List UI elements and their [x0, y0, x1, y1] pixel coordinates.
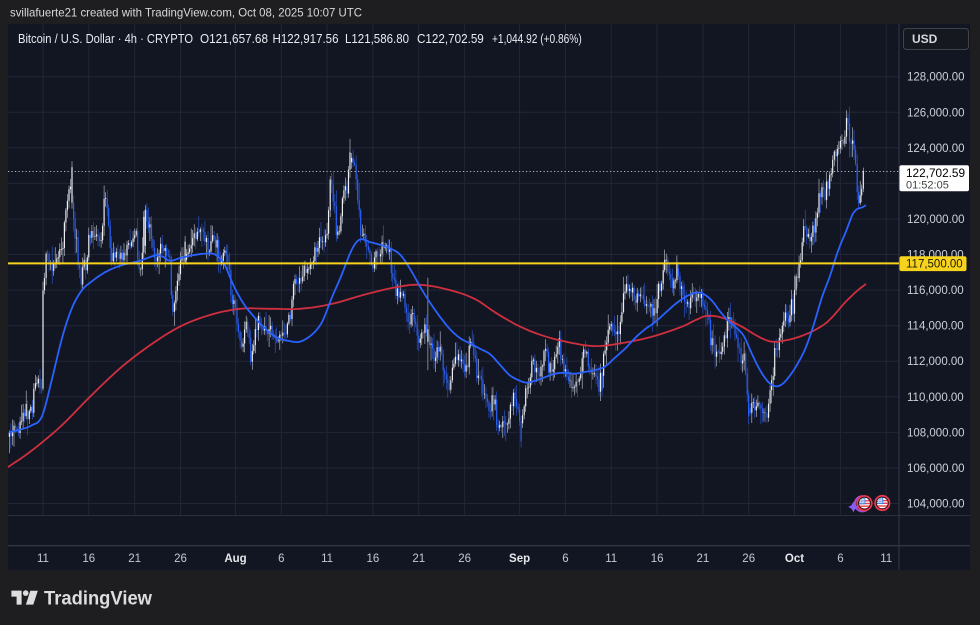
svg-text:122,702.59: 122,702.59	[906, 166, 965, 180]
svg-text:O121,657.68: O121,657.68	[200, 32, 268, 46]
svg-text:11: 11	[605, 553, 617, 565]
svg-text:16: 16	[82, 553, 95, 565]
svg-text:USD: USD	[912, 32, 938, 46]
svg-text:H122,917.56: H122,917.56	[273, 32, 339, 46]
svg-text:126,000.00: 126,000.00	[907, 107, 965, 119]
svg-text:11: 11	[880, 553, 892, 565]
svg-text:L121,586.80: L121,586.80	[345, 32, 409, 46]
svg-text:21: 21	[697, 553, 710, 565]
svg-text:128,000.00: 128,000.00	[907, 72, 965, 84]
svg-text:Aug: Aug	[224, 553, 246, 565]
svg-text:C122,702.59: C122,702.59	[417, 32, 484, 46]
svg-text:01:52:05: 01:52:05	[906, 180, 949, 192]
svg-text:110,000.00: 110,000.00	[907, 392, 964, 404]
svg-text:16: 16	[651, 553, 664, 565]
svg-text:16: 16	[367, 553, 380, 565]
svg-text:112,000.00: 112,000.00	[907, 356, 964, 368]
svg-text:+1,044.92 (+0.86%): +1,044.92 (+0.86%)	[492, 32, 582, 46]
svg-text:Oct: Oct	[785, 553, 804, 565]
svg-text:6: 6	[278, 553, 284, 565]
svg-text:26: 26	[174, 553, 187, 565]
svg-text:TradingView: TradingView	[44, 588, 153, 610]
svg-text:6: 6	[837, 553, 843, 565]
svg-text:114,000.00: 114,000.00	[907, 321, 964, 333]
svg-text:117,500.00: 117,500.00	[906, 259, 963, 271]
svg-text:26: 26	[458, 553, 471, 565]
svg-text:116,000.00: 116,000.00	[907, 285, 964, 297]
svg-text:21: 21	[412, 553, 425, 565]
svg-text:Sep: Sep	[509, 553, 530, 565]
svg-text:Bitcoin / U.S. Dollar · 4h · C: Bitcoin / U.S. Dollar · 4h · CRYPTO	[18, 32, 193, 46]
svg-text:svillafuerte21 created with Tr: svillafuerte21 created with TradingView.…	[10, 6, 362, 20]
svg-text:11: 11	[321, 553, 333, 565]
svg-text:124,000.00: 124,000.00	[907, 143, 965, 155]
svg-text:106,000.00: 106,000.00	[907, 463, 965, 475]
svg-text:6: 6	[562, 553, 568, 565]
svg-text:108,000.00: 108,000.00	[907, 427, 965, 439]
svg-text:26: 26	[742, 553, 755, 565]
svg-text:120,000.00: 120,000.00	[907, 214, 965, 226]
svg-text:104,000.00: 104,000.00	[907, 499, 965, 511]
svg-text:21: 21	[128, 553, 141, 565]
svg-text:11: 11	[37, 553, 49, 565]
